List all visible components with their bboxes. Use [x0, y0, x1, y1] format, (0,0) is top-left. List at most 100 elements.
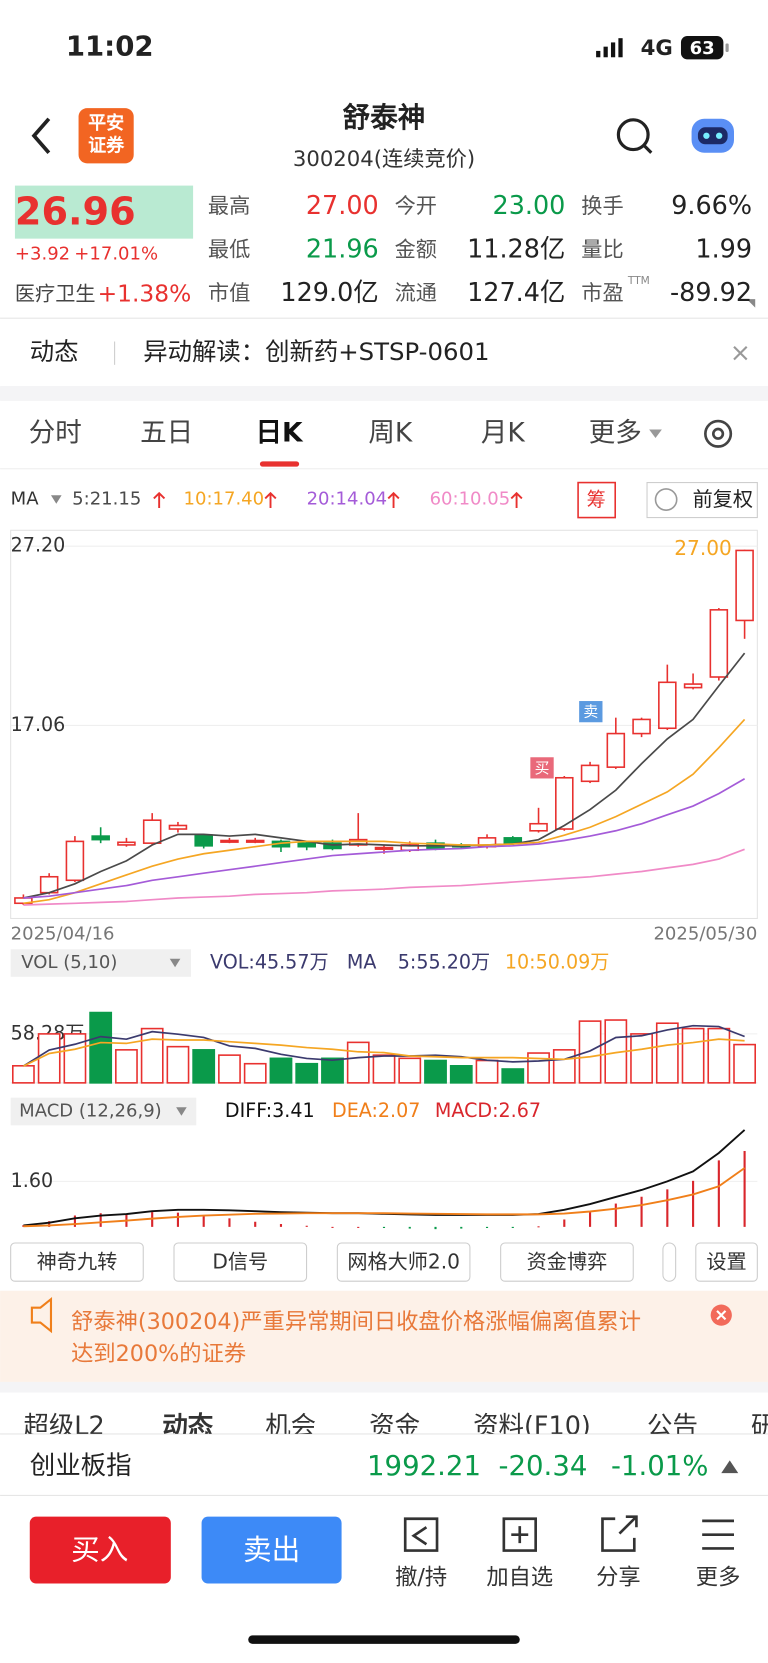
chip-button[interactable]	[577, 481, 617, 519]
sell-button[interactable]	[201, 1516, 342, 1584]
tool-button[interactable]	[10, 1242, 144, 1282]
signal-icon	[596, 38, 623, 58]
sub-tab[interactable]: 超级L2	[23, 1412, 104, 1442]
expand-arrow[interactable]	[721, 1460, 739, 1474]
y-tick-label: 27.20	[11, 534, 66, 557]
search-button[interactable]	[616, 118, 650, 152]
tool-button[interactable]	[662, 1242, 677, 1282]
macd-bar	[279, 1224, 283, 1227]
tab[interactable]: 更多	[589, 417, 642, 448]
stat-value: 11.28亿	[467, 234, 565, 264]
stat-label: 最低	[208, 237, 250, 262]
broker-logo	[78, 108, 134, 164]
candle-body	[735, 549, 754, 622]
action-label[interactable]: 撤/持	[395, 1565, 447, 1591]
ma-label: MA	[11, 489, 40, 510]
stat-label: 今开	[395, 194, 437, 219]
macd-bar	[692, 1180, 695, 1227]
tool-label[interactable]: 神奇九转	[37, 1250, 118, 1274]
macd-bar	[357, 1226, 360, 1228]
legend-entry: 5:21.15	[72, 489, 141, 510]
tool-button[interactable]	[173, 1242, 308, 1282]
sub-tab[interactable]: 研	[751, 1412, 768, 1442]
volume-ma-line	[22, 1024, 745, 1067]
volume-bar	[552, 1049, 576, 1084]
settings-button[interactable]	[704, 419, 733, 448]
tab[interactable]: 日K	[255, 417, 303, 448]
adjust-label: 前复权	[693, 487, 753, 511]
close-banner[interactable]	[710, 1304, 732, 1326]
action-label[interactable]: 加自选	[486, 1565, 553, 1591]
macd-bar	[99, 1213, 102, 1227]
logo-text: 证券	[88, 134, 125, 156]
sub-tabs: 超级L2 动态 机会 资金 资料(F10) 公告 研	[23, 1412, 768, 1442]
macd-bar	[331, 1226, 334, 1228]
buy-label[interactable]: 买入	[71, 1533, 128, 1567]
candle-body	[65, 840, 85, 882]
legend-chip[interactable]	[10, 949, 191, 977]
action-label[interactable]: 分享	[596, 1565, 641, 1591]
stat-label: 市值	[208, 281, 250, 306]
alert-banner	[0, 1290, 768, 1382]
tool-label[interactable]: 资金博弈	[527, 1250, 608, 1274]
candle-body	[555, 776, 574, 830]
tool-label[interactable]: 设置	[706, 1250, 746, 1274]
index-name: 创业板指	[30, 1451, 132, 1481]
tool-label[interactable]: D信号	[212, 1250, 268, 1274]
tab[interactable]: 月K	[481, 417, 526, 448]
hold-icon	[403, 1517, 439, 1552]
legend-entry: 5:55.20万	[398, 951, 490, 974]
tab[interactable]: 周K	[368, 417, 413, 448]
sub-tab[interactable]: 机会	[265, 1412, 316, 1442]
macd-bar	[228, 1218, 231, 1227]
up-arrow	[264, 491, 277, 509]
sell-label[interactable]: 卖出	[243, 1533, 300, 1567]
candle-body	[245, 839, 265, 843]
candle-body	[142, 819, 162, 844]
buy-button[interactable]	[29, 1516, 171, 1584]
sub-tab[interactable]: 动态	[162, 1412, 213, 1442]
candle-body	[632, 718, 651, 735]
candle-body	[529, 822, 548, 832]
indicator-name: MACD (12,26,9)	[19, 1100, 162, 1121]
sub-tab[interactable]: 公告	[647, 1412, 698, 1442]
macd-bar	[408, 1226, 411, 1229]
dropdown-arrow	[50, 495, 62, 504]
legend-entry: MACD:2.67	[435, 1099, 541, 1122]
macd-bar	[176, 1212, 180, 1227]
battery-level: 63	[690, 38, 715, 59]
macd-bar	[73, 1215, 76, 1227]
tool-label[interactable]: 网格大师2.0	[347, 1250, 460, 1274]
volume-bar	[37, 1033, 61, 1084]
tab[interactable]: 五日	[140, 417, 193, 448]
stock-name: 舒泰神	[343, 101, 426, 134]
action-label[interactable]: 更多	[696, 1565, 741, 1591]
tab[interactable]: 分时	[29, 417, 82, 448]
tool-button[interactable]	[695, 1242, 758, 1282]
logo-text: 平安	[88, 112, 124, 134]
news-text[interactable]: 异动解读：创新药+STSP-0601	[143, 337, 489, 366]
macd-bar	[305, 1225, 308, 1227]
sub-tab[interactable]: 资料(F10)	[473, 1412, 591, 1442]
candle-body	[658, 681, 677, 730]
back-button[interactable]	[31, 117, 51, 154]
close-news[interactable]	[733, 346, 748, 361]
stat-label: 市盈	[581, 281, 623, 306]
stat-value: 9.66%	[671, 191, 752, 221]
stat-sup: TTM	[627, 275, 650, 287]
sub-tab[interactable]: 资金	[369, 1412, 420, 1442]
network: 4G	[641, 36, 673, 61]
volume-bar	[140, 1027, 164, 1084]
index-change: -20.34	[499, 1449, 588, 1482]
tool-button[interactable]	[336, 1242, 471, 1282]
tool-button[interactable]	[500, 1242, 634, 1282]
volume-bar	[243, 1062, 267, 1084]
gap	[0, 1381, 768, 1393]
gap	[0, 386, 768, 401]
legend-chip[interactable]	[10, 1097, 197, 1126]
index-value: 1992.21	[367, 1449, 481, 1482]
macd-bar	[511, 1226, 514, 1229]
stock-code: 300204(连续竞价)	[293, 147, 475, 172]
x-tick-label: 2025/05/30	[653, 923, 757, 944]
candle-body	[220, 839, 239, 843]
